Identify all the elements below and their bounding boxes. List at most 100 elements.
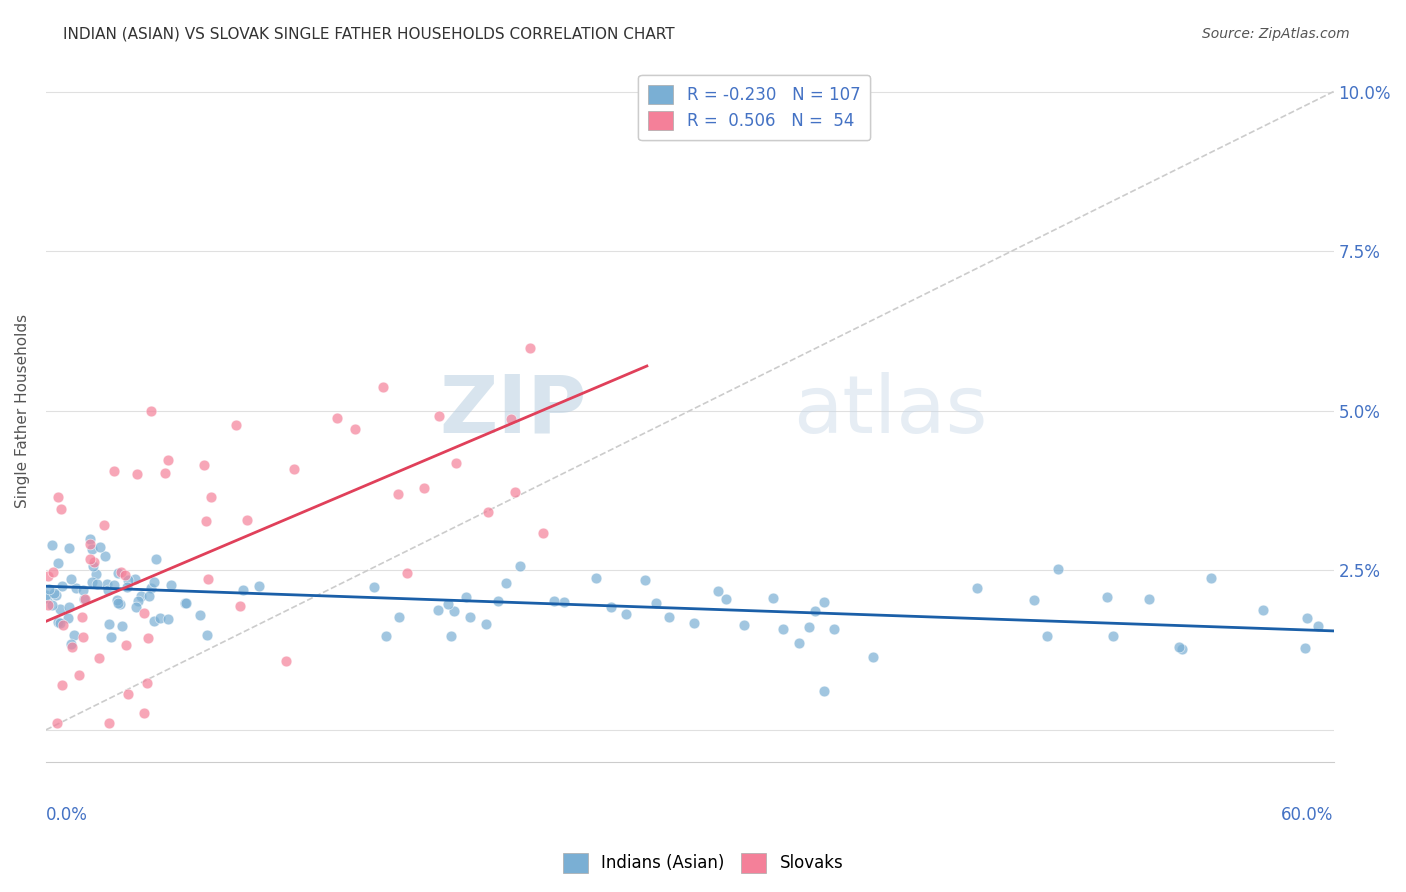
Text: INDIAN (ASIAN) VS SLOVAK SINGLE FATHER HOUSEHOLDS CORRELATION CHART: INDIAN (ASIAN) VS SLOVAK SINGLE FATHER H… <box>63 27 675 42</box>
Point <box>585 570 607 584</box>
Text: 0.0%: 0.0% <box>46 806 87 824</box>
Point <box>148 611 170 625</box>
Point <box>519 341 541 355</box>
Point <box>79 532 101 546</box>
Point <box>733 618 755 632</box>
Point <box>440 629 463 643</box>
Point <box>59 572 82 586</box>
Point <box>600 599 623 614</box>
Point <box>139 404 162 418</box>
Point <box>75 591 97 606</box>
Point <box>1102 629 1125 643</box>
Point <box>762 591 785 605</box>
Point <box>157 612 180 626</box>
Y-axis label: Single Father Households: Single Father Households <box>15 314 30 508</box>
Point <box>129 589 152 603</box>
Point <box>195 514 218 528</box>
Point <box>82 541 104 556</box>
Point <box>98 617 121 632</box>
Point <box>658 609 681 624</box>
Point <box>343 422 366 436</box>
Point <box>235 513 257 527</box>
Point <box>58 541 80 556</box>
Point <box>72 592 94 607</box>
Point <box>197 572 219 586</box>
Point <box>1095 590 1118 604</box>
Point <box>813 595 835 609</box>
Point <box>799 620 821 634</box>
Point <box>634 573 657 587</box>
Point <box>509 558 531 573</box>
Point <box>1306 619 1329 633</box>
Point <box>89 541 111 555</box>
Legend: Indians (Asian), Slovaks: Indians (Asian), Slovaks <box>557 847 849 880</box>
Point <box>111 618 134 632</box>
Point <box>132 706 155 721</box>
Point <box>1137 591 1160 606</box>
Point <box>114 567 136 582</box>
Point <box>60 637 83 651</box>
Point <box>1294 640 1316 655</box>
Point <box>283 462 305 476</box>
Point <box>110 565 132 579</box>
Point <box>98 716 121 731</box>
Point <box>247 579 270 593</box>
Point <box>103 465 125 479</box>
Point <box>51 579 73 593</box>
Legend: R = -0.230   N = 107, R =  0.506   N =  54: R = -0.230 N = 107, R = 0.506 N = 54 <box>638 75 870 140</box>
Point <box>41 538 63 552</box>
Point <box>45 716 67 731</box>
Point <box>107 596 129 610</box>
Point <box>1168 640 1191 654</box>
Point <box>427 602 450 616</box>
Point <box>531 525 554 540</box>
Point <box>396 566 419 580</box>
Point <box>72 610 94 624</box>
Point <box>97 583 120 598</box>
Point <box>49 602 72 616</box>
Point <box>110 597 132 611</box>
Point <box>79 536 101 550</box>
Point <box>443 604 465 618</box>
Point <box>46 615 69 629</box>
Point <box>714 591 737 606</box>
Point <box>614 607 637 622</box>
Point <box>86 566 108 581</box>
Point <box>374 629 396 643</box>
Point <box>553 594 575 608</box>
Point <box>49 616 72 631</box>
Point <box>444 456 467 470</box>
Point <box>107 566 129 580</box>
Point <box>188 608 211 623</box>
Point <box>174 596 197 610</box>
Point <box>125 600 148 615</box>
Point <box>966 581 988 595</box>
Point <box>706 583 728 598</box>
Point <box>437 597 460 611</box>
Point <box>41 565 63 579</box>
Point <box>60 640 83 654</box>
Point <box>803 604 825 618</box>
Point <box>41 598 63 612</box>
Point <box>46 490 69 504</box>
Point <box>456 591 478 605</box>
Point <box>72 583 94 598</box>
Point <box>326 410 349 425</box>
Point <box>52 617 75 632</box>
Point <box>1170 641 1192 656</box>
Point <box>38 582 60 596</box>
Point <box>413 482 436 496</box>
Point <box>94 549 117 563</box>
Point <box>89 651 111 665</box>
Point <box>46 557 69 571</box>
Point <box>67 668 90 682</box>
Point <box>503 485 526 500</box>
Point <box>35 588 58 602</box>
Point <box>173 596 195 610</box>
Point <box>93 518 115 533</box>
Point <box>65 581 87 595</box>
Point <box>37 591 59 605</box>
Point <box>1036 629 1059 643</box>
Point <box>475 617 498 632</box>
Point <box>644 596 666 610</box>
